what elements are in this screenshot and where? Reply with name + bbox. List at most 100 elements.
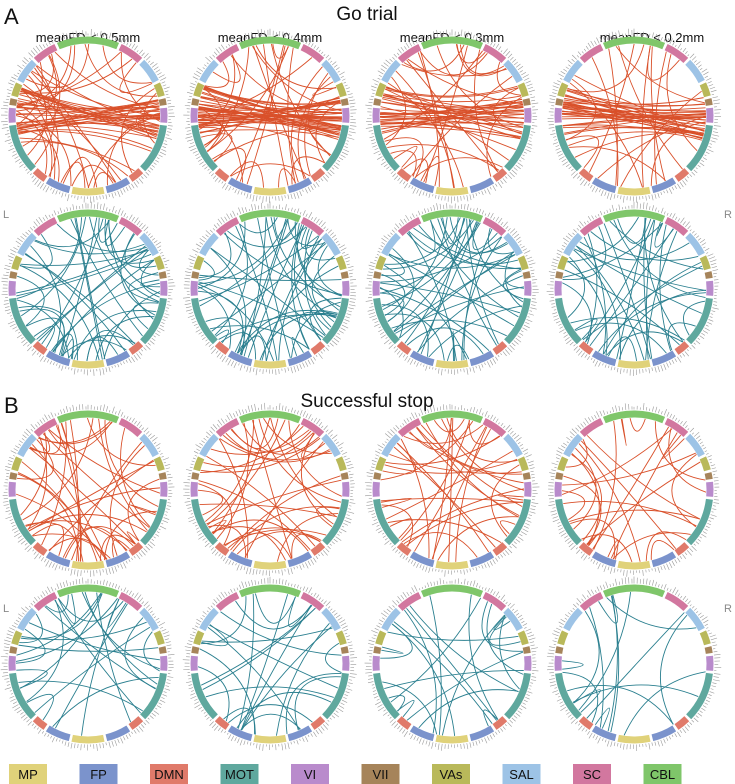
chord	[659, 224, 672, 352]
connectogram-row3-col4	[548, 403, 720, 577]
ring-segment-vas-right	[699, 255, 711, 271]
chord	[218, 438, 249, 559]
legend-item-mp: MP	[9, 764, 47, 784]
chord	[288, 596, 312, 628]
chord	[198, 116, 342, 119]
ring-segment-vii-left	[191, 646, 200, 654]
ring-segment-mp-left	[435, 359, 453, 369]
chord	[197, 221, 246, 289]
ring-segment-fp-right	[105, 725, 131, 742]
chord	[201, 91, 340, 135]
connectogram-row3-col1	[2, 404, 175, 577]
chord	[506, 270, 525, 289]
ring-segment-mp-right	[87, 734, 105, 744]
chord	[645, 531, 687, 561]
legend-label: FP	[90, 767, 107, 782]
chord	[380, 218, 466, 294]
ring-segment-vas-right	[699, 82, 711, 98]
ring-segment-dmn-left	[396, 341, 412, 355]
legend-swatch	[79, 764, 118, 784]
ring-segment-sc-left	[579, 216, 604, 237]
chord	[393, 222, 480, 332]
chord	[574, 248, 707, 292]
ring-segment-mp-right	[87, 359, 105, 369]
legend-label: VII	[373, 767, 389, 782]
chord	[224, 527, 321, 547]
chord	[644, 217, 684, 343]
ring-segment-fp-left	[409, 350, 435, 367]
ring-segment-fp-right	[651, 350, 677, 367]
chord	[242, 423, 320, 455]
chord	[486, 603, 524, 675]
chord	[18, 680, 143, 712]
chord	[578, 592, 632, 711]
chord	[382, 217, 448, 310]
node-ticks	[0, 28, 175, 203]
chord	[325, 642, 342, 673]
left-label-a: L	[3, 209, 9, 221]
ring-segment-mp-left	[253, 734, 271, 744]
ring-segment-mot-left	[373, 498, 400, 546]
ring-segment-fp-left	[409, 177, 435, 194]
chord	[73, 310, 157, 360]
chord	[232, 506, 340, 552]
ring-segment-mot-left	[191, 297, 218, 345]
chord	[592, 426, 670, 550]
chord	[27, 436, 48, 530]
chord	[107, 598, 127, 628]
chord	[55, 425, 81, 562]
chord	[563, 101, 706, 107]
ring-segment-vas-right	[335, 255, 347, 271]
ring-segment-cbl-left	[56, 410, 89, 424]
ring-segment-mp-left	[71, 560, 89, 570]
chord	[41, 421, 67, 546]
chord	[62, 156, 98, 188]
ring-segment-sc-left	[33, 43, 58, 64]
ring-segment-dmn-left	[396, 716, 412, 730]
ring-segment-mp-left	[617, 560, 635, 570]
chord	[38, 421, 111, 444]
ring-segment-dmn-left	[32, 341, 48, 355]
ring-segment-mp-right	[451, 359, 469, 369]
chord	[390, 150, 417, 177]
ring-segment-cbl-left	[238, 584, 271, 598]
chords	[562, 216, 707, 362]
chord	[20, 141, 129, 177]
ring-segment-mp-right	[633, 359, 651, 369]
ring-segment-cbl-right	[633, 209, 666, 223]
ring-segment-mot-left	[555, 672, 582, 720]
chord	[384, 458, 518, 474]
chord	[311, 255, 335, 323]
chord	[562, 671, 599, 723]
chord	[380, 623, 413, 659]
chord	[650, 540, 675, 560]
ring-segment-vas-right	[335, 630, 347, 646]
ring-segment-dmn-left	[214, 168, 230, 182]
chord	[388, 253, 516, 269]
chord	[379, 288, 490, 352]
ring-segment-sal-left	[381, 433, 401, 458]
chord	[436, 45, 524, 128]
chord	[61, 217, 98, 357]
chord	[60, 161, 86, 188]
chord	[205, 419, 255, 522]
ring-segment-dmn-left	[214, 542, 230, 556]
ring-segment-vas-left	[193, 255, 205, 271]
chord	[562, 105, 704, 136]
ring-segment-mot-right	[504, 498, 531, 546]
chord	[223, 529, 327, 546]
chord	[20, 593, 103, 689]
chord	[18, 305, 78, 361]
chord	[86, 330, 134, 362]
chord	[565, 439, 588, 468]
chord	[199, 274, 342, 281]
legend-item-sal: SAL	[502, 764, 541, 784]
chord	[388, 695, 406, 712]
legend-swatch	[643, 764, 682, 784]
node-ticks	[182, 201, 357, 376]
chord	[288, 420, 342, 497]
legend-label: SC	[583, 767, 601, 782]
chord	[199, 222, 298, 307]
chord	[87, 113, 161, 189]
